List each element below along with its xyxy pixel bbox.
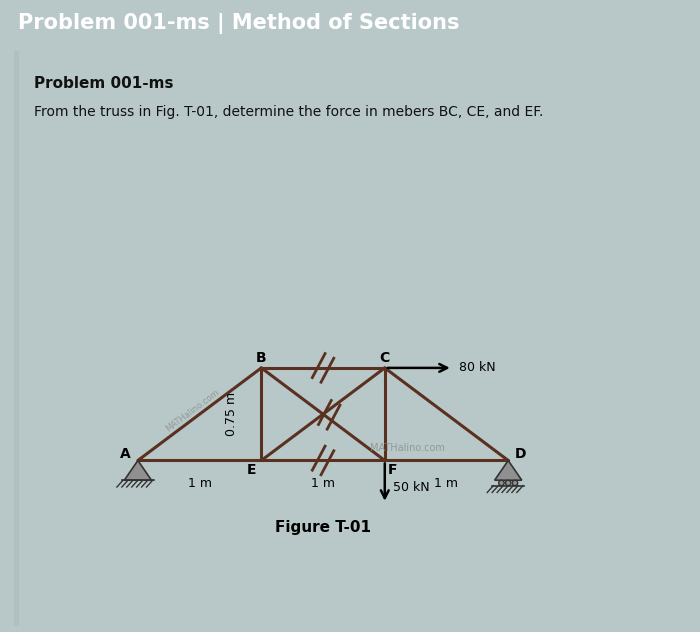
Text: 0.75 m: 0.75 m <box>225 392 238 436</box>
Polygon shape <box>495 461 522 480</box>
Text: Problem 001-ms: Problem 001-ms <box>34 76 174 92</box>
Polygon shape <box>125 461 151 480</box>
Text: A: A <box>120 447 131 461</box>
Text: B: B <box>256 351 267 365</box>
Text: F: F <box>387 463 397 477</box>
Text: MATHalino.com: MATHalino.com <box>164 388 220 434</box>
Circle shape <box>512 480 518 485</box>
Text: 1 m: 1 m <box>435 477 458 490</box>
Bar <box>14 51 20 626</box>
Text: D: D <box>514 447 526 461</box>
Text: Figure T-01: Figure T-01 <box>275 520 371 535</box>
Text: MATHalino.com: MATHalino.com <box>370 443 444 453</box>
Text: C: C <box>379 351 390 365</box>
Text: Problem 001-ms | Method of Sections: Problem 001-ms | Method of Sections <box>18 13 459 34</box>
Text: 80 kN: 80 kN <box>458 362 496 374</box>
Text: From the truss in Fig. T-01, determine the force in mebers BC, CE, and EF.: From the truss in Fig. T-01, determine t… <box>34 105 543 119</box>
Text: 50 kN: 50 kN <box>393 481 430 494</box>
Text: 1 m: 1 m <box>311 477 335 490</box>
Text: E: E <box>246 463 256 477</box>
Circle shape <box>505 480 511 485</box>
Text: 1 m: 1 m <box>188 477 211 490</box>
Circle shape <box>498 480 504 485</box>
